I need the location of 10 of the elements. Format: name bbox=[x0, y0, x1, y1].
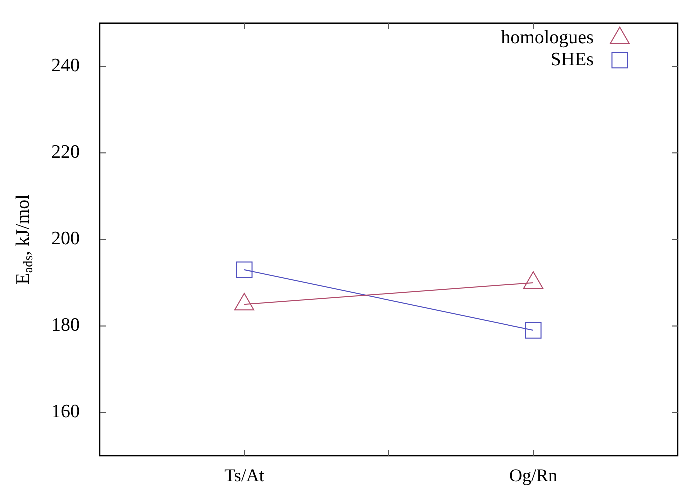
legend-label: SHEs bbox=[550, 49, 594, 70]
y-tick-label: 180 bbox=[52, 315, 80, 336]
y-tick-label: 200 bbox=[52, 228, 80, 250]
y-tick-label: 220 bbox=[52, 142, 80, 164]
y-tick-label: 160 bbox=[52, 402, 80, 423]
x-tick-label: Og/Rn bbox=[509, 466, 558, 486]
y-tick-label: 240 bbox=[52, 56, 80, 77]
x-tick-label: Ts/At bbox=[224, 466, 264, 486]
y-axis-title: Eads, kJ/mol bbox=[12, 194, 36, 285]
legend-label: homologues bbox=[501, 27, 594, 48]
